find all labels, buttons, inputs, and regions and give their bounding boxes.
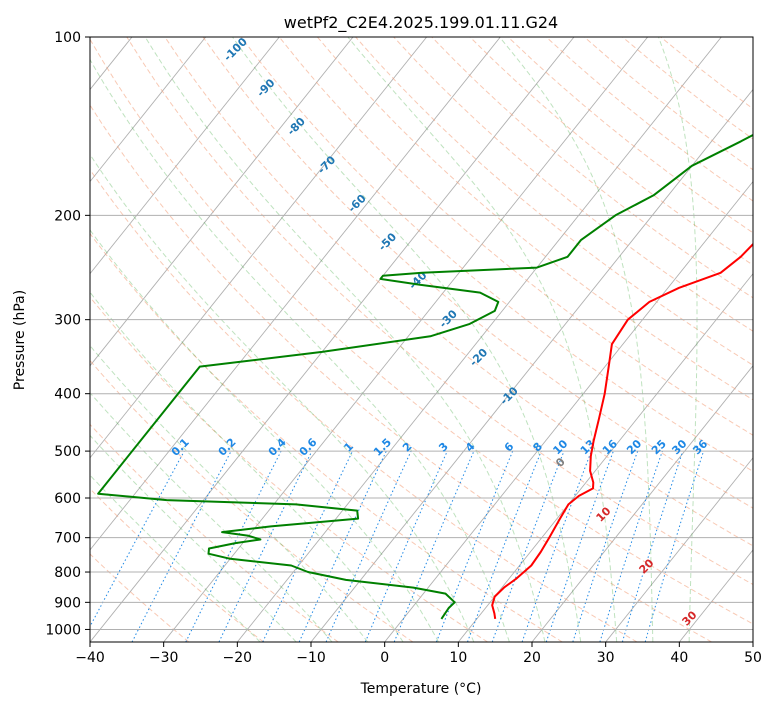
mixing-ratio-line [185,450,282,642]
x-tick-label: 50 [744,650,762,666]
moist-adiabat-line [90,229,439,642]
dry-adiabat-line [90,38,753,625]
plot-frame [89,36,754,643]
dry-adiabat-line [240,37,753,472]
profile-series [97,133,753,620]
x-tick-label: 30 [597,650,615,666]
dry-adiabat-line [90,488,264,642]
isotherm-line [236,37,722,642]
moist-adiabat-line [90,344,369,642]
mixing-ratio-line [491,450,565,642]
moist-adiabat-line [232,37,582,642]
y-tick-label: 700 [54,531,81,547]
isotherm-line [90,37,501,551]
y-tick-label: 600 [54,491,81,507]
y-tick-label: 1000 [45,622,81,638]
mixing-ratio-line [393,450,475,642]
dry-adiabat-line [90,423,339,642]
mixing-ratio-line [435,450,514,642]
dry-adiabat-line [164,37,753,547]
y-axis: 100 200 300 400 500 600 700 800 900 1000 [45,30,90,638]
mixing-ratio-line [644,450,705,642]
dry-adiabat-line [202,37,753,509]
moist-adiabat-line [90,434,297,642]
dry-adiabat-line [90,553,190,642]
isotherm-line [90,37,575,642]
isotherm-line [90,37,428,459]
plot-area: -100-90-80-70-60-50-40-30-20-100.1 0.2 0.4… [90,37,753,642]
dry-adiabat-line [90,104,712,642]
dewpoint-profile-line [97,133,753,620]
x-tick-label: −10 [296,650,326,666]
x-axis: −40 −30 −20 −10 0 10 20 30 40 50 [75,642,762,666]
y-tick-label: 400 [54,387,81,403]
dry-adiabat-line [90,296,488,642]
isotherm-line [457,272,753,642]
isotherm-line [90,37,207,183]
mixing-ratio-line [325,450,412,642]
x-tick-label: −40 [75,650,105,666]
chart-title: wetPf2_C2E4.2025.199.01.11.G24 [284,13,558,33]
mixing-ratio-line [599,450,663,642]
y-tick-label: 800 [54,565,81,581]
mixing-ratio-line [545,450,614,642]
isotherm-line [605,457,753,642]
dry-adiabat-line [90,168,638,642]
x-tick-label: −20 [223,650,253,666]
mixing-ratio-line [364,450,448,642]
moist-adiabat-line [144,37,546,642]
moist-adiabat-line [90,474,261,642]
x-axis-label: Temperature (°C) [360,681,482,697]
isotherm-line [310,88,753,642]
mixing-ratio-lines [90,450,705,642]
x-tick-label: 0 [380,650,389,666]
mixing-ratio-line [467,450,542,642]
y-tick-label: 900 [54,595,81,611]
temperature-profile-line [491,242,753,620]
isotherm-line [531,365,753,642]
isotherm-line [90,37,280,275]
isotherm-line [384,180,753,642]
x-tick-label: 20 [523,650,541,666]
y-axis-label: Pressure (hPa) [12,290,28,390]
moist-adiabat-line [90,153,475,642]
x-tick-label: 10 [449,650,467,666]
dry-adiabat-line [431,37,753,299]
x-tick-label: −30 [149,650,179,666]
dry-adiabat-line [393,37,753,332]
mixing-ratio-line [621,450,684,642]
isobar-gridlines [90,37,753,630]
x-tick-label: 40 [670,650,688,666]
mixing-ratio-line [90,450,185,628]
moist-adiabat-line [90,392,333,642]
dry-adiabat-line [90,359,414,642]
moist-adiabat-line [499,37,654,642]
y-tick-label: 200 [54,208,81,224]
y-tick-label: 500 [54,444,81,460]
dry-adiabat-lines [90,37,753,642]
y-tick-label: 100 [54,30,81,46]
dry-adiabat-line [278,37,753,436]
isotherm-line [90,37,354,367]
mixing-ratio-line [521,450,592,642]
moist-adiabat-line [90,291,404,642]
mixing-ratio-line [572,450,639,642]
y-tick-label: 300 [54,313,81,329]
